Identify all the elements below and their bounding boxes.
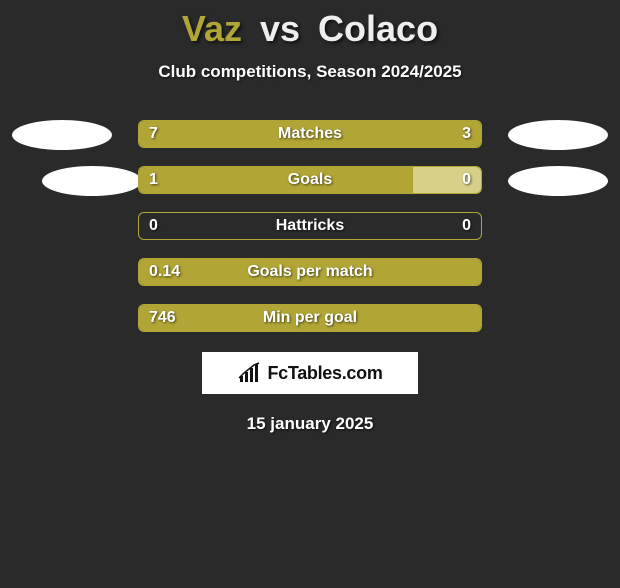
stat-value-left: 746 [149,305,176,331]
stat-bar: Goals1 0 [138,166,482,194]
stat-value-left: 0.14 [149,259,180,285]
vs-label: vs [260,8,300,49]
stat-value-left: 7 [149,121,158,147]
player2-avatar [508,166,608,196]
stat-bar: Hattricks0 0 [138,212,482,240]
stat-value-right: 0 [462,167,471,193]
stat-value-left: 0 [149,213,158,239]
comparison-card: Vaz vs Colaco Club competitions, Season … [0,8,620,588]
stat-bar: Matches7 3 [138,120,482,148]
stat-row: Matches7 3 [0,120,620,150]
stat-label: Min per goal [139,305,481,331]
date-label: 15 january 2025 [0,414,620,434]
stat-value-left: 1 [149,167,158,193]
brand-text: FcTables.com [267,363,382,384]
stat-label: Matches [139,121,481,147]
stat-row: Goals per match0.14 [0,258,620,288]
stat-value-right: 0 [462,213,471,239]
brand-link[interactable]: FcTables.com [202,352,418,394]
stat-label: Goals [139,167,481,193]
stat-row: Hattricks0 0 [0,212,620,242]
stat-row: Goals1 0 [0,166,620,196]
stat-bar: Goals per match0.14 [138,258,482,286]
player2-avatar [508,120,608,150]
player1-avatar [42,166,142,196]
player1-avatar [12,120,112,150]
stat-value-right: 3 [462,121,471,147]
player1-name: Vaz [182,8,242,49]
stat-row: Min per goal746 [0,304,620,334]
stat-label: Hattricks [139,213,481,239]
stat-bar: Min per goal746 [138,304,482,332]
subtitle: Club competitions, Season 2024/2025 [0,62,620,82]
barchart-icon [237,362,263,384]
player2-name: Colaco [318,8,438,49]
stats-rows: Matches73Goals10Hattricks00Goals per mat… [0,120,620,334]
page-title: Vaz vs Colaco [0,8,620,50]
stat-label: Goals per match [139,259,481,285]
